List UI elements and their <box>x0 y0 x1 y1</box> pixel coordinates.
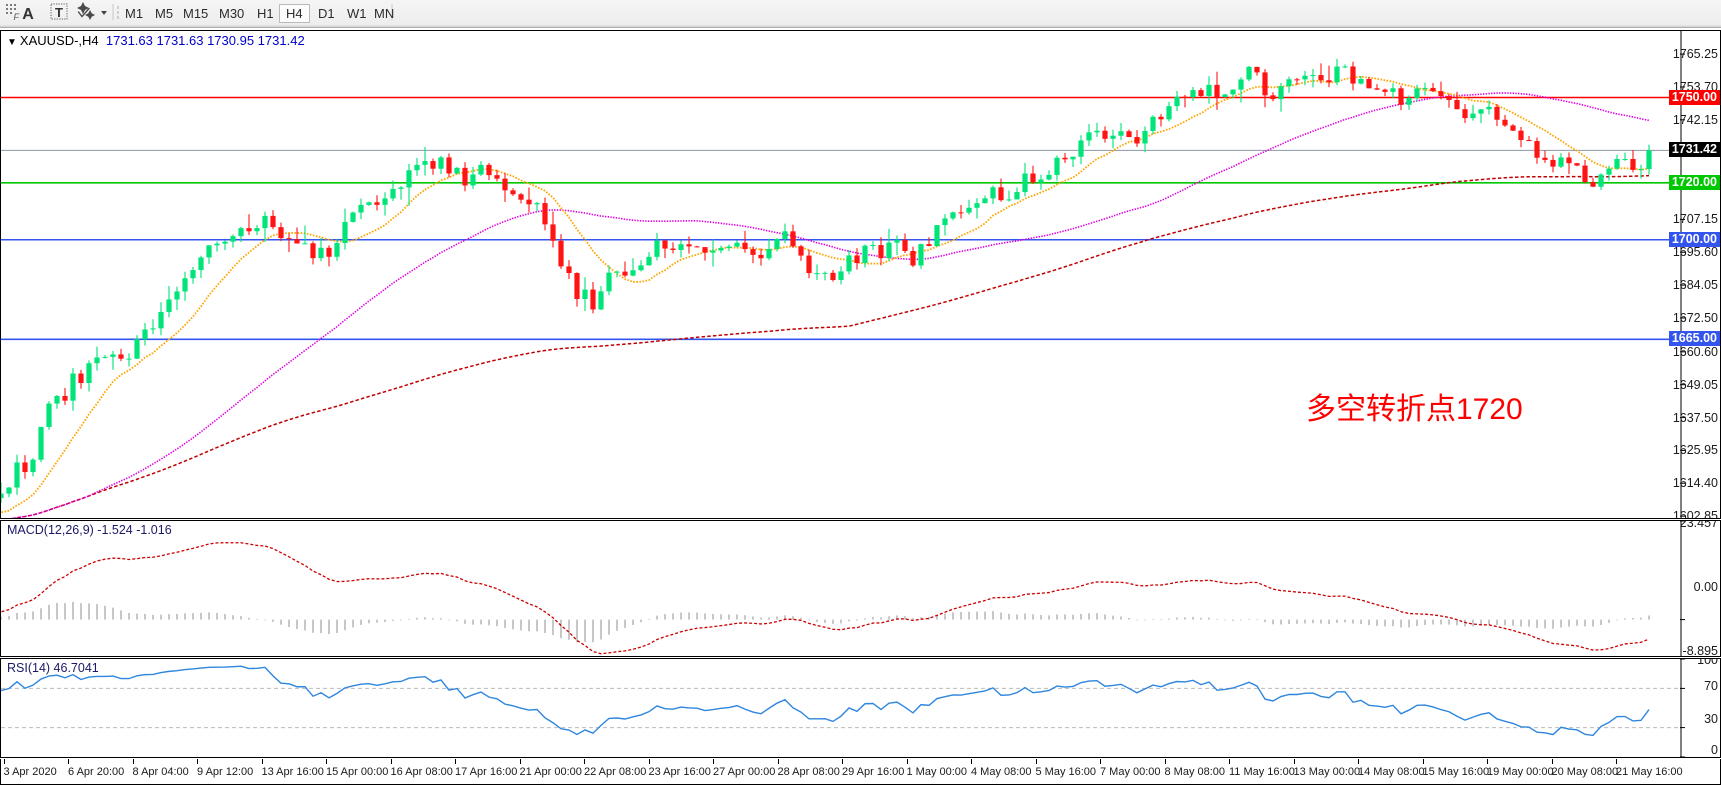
svg-text:多空转折点1720: 多空转折点1720 <box>1306 393 1523 426</box>
svg-text:A: A <box>22 6 34 23</box>
svg-text:T: T <box>55 5 63 20</box>
svg-text:F: F <box>14 12 20 22</box>
